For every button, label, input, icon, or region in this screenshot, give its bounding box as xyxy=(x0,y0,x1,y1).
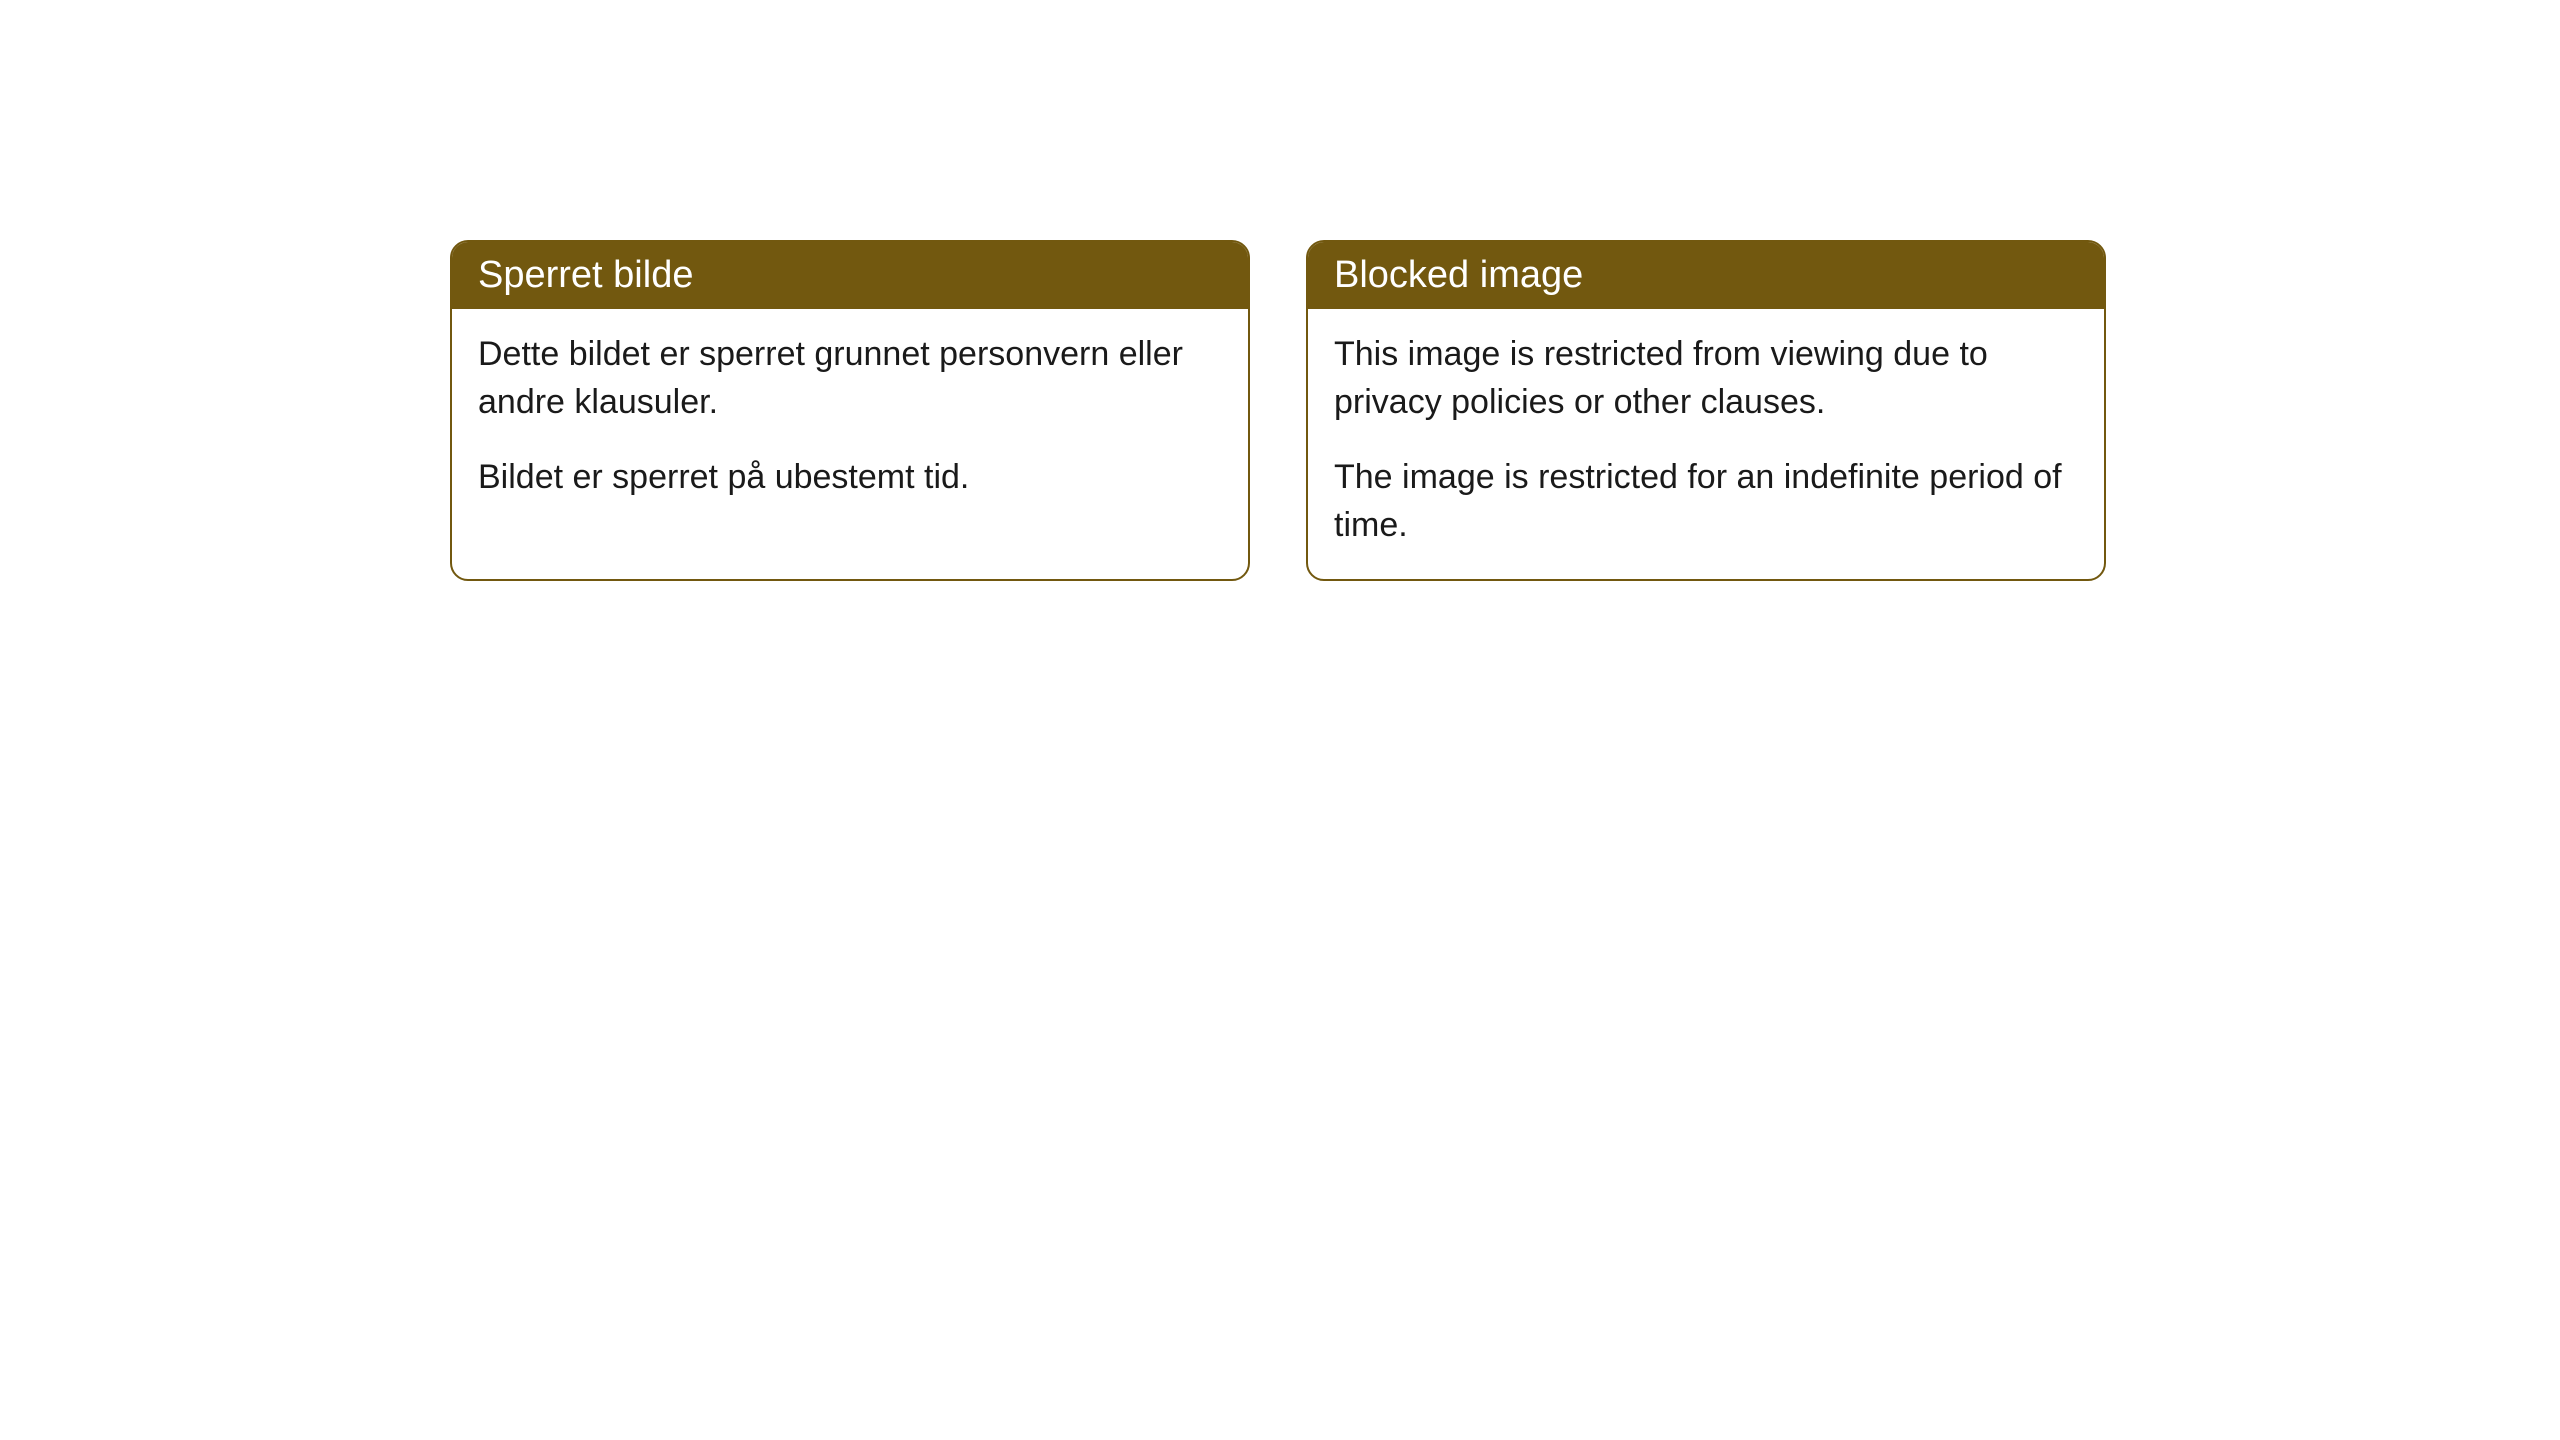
blocked-image-card-norwegian: Sperret bilde Dette bildet er sperret gr… xyxy=(450,240,1250,581)
blocked-image-card-english: Blocked image This image is restricted f… xyxy=(1306,240,2106,581)
notice-text-norwegian-2: Bildet er sperret på ubestemt tid. xyxy=(478,454,1222,502)
card-header-english: Blocked image xyxy=(1308,242,2104,309)
card-body-english: This image is restricted from viewing du… xyxy=(1308,309,2104,579)
card-body-norwegian: Dette bildet er sperret grunnet personve… xyxy=(452,309,1248,532)
notice-text-english-2: The image is restricted for an indefinit… xyxy=(1334,454,2078,549)
notice-text-english-1: This image is restricted from viewing du… xyxy=(1334,331,2078,426)
notice-text-norwegian-1: Dette bildet er sperret grunnet personve… xyxy=(478,331,1222,426)
card-header-norwegian: Sperret bilde xyxy=(452,242,1248,309)
notice-cards-container: Sperret bilde Dette bildet er sperret gr… xyxy=(450,240,2560,581)
